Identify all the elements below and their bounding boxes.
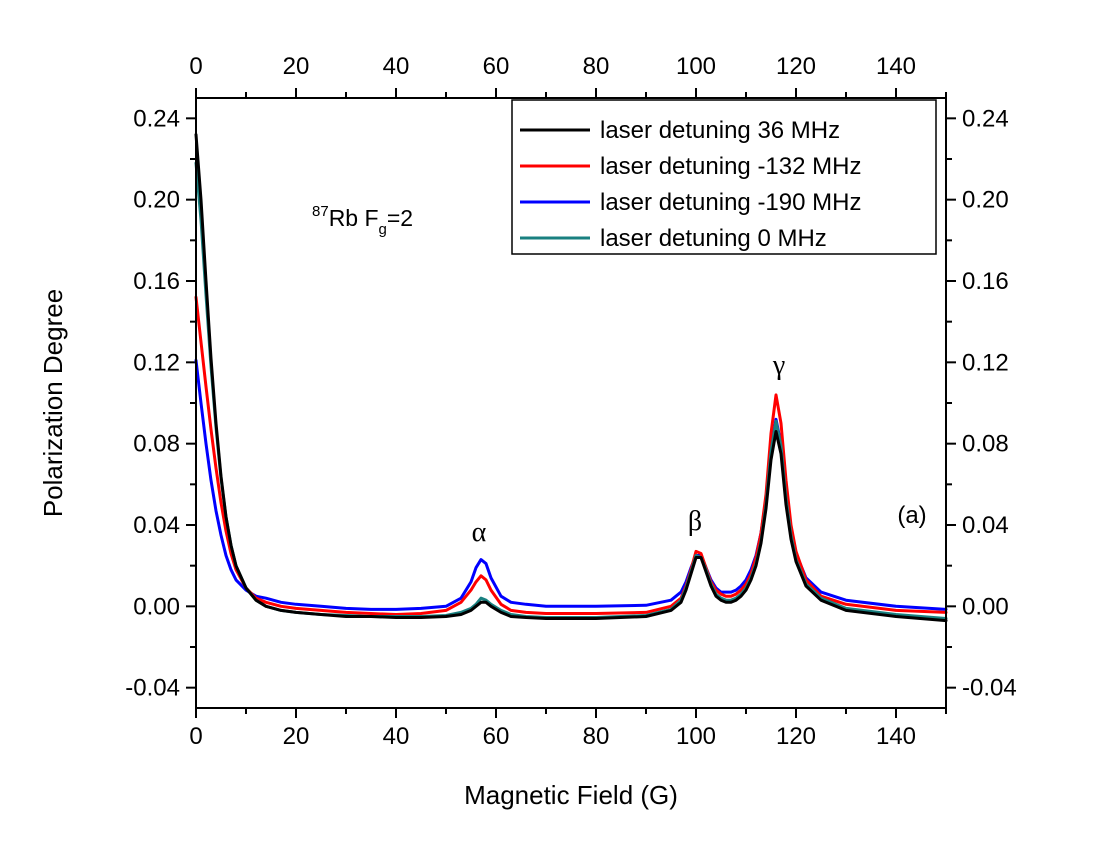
y-tick-label-left: -0.04: [125, 675, 180, 702]
y-tick-label-right: 0.20: [962, 187, 1009, 214]
x-tick-label-bottom: 140: [876, 723, 916, 750]
y-axis-title: Polarization Degree: [38, 289, 68, 517]
x-tick-label-top: 60: [483, 53, 510, 80]
legend-box: [511, 99, 937, 255]
y-tick-label-right: -0.04: [962, 675, 1017, 702]
y-tick-label-left: 0.08: [133, 431, 180, 458]
series-line-0: [194, 133, 948, 623]
panel-label: (a): [897, 502, 926, 529]
y-tick-label-left: 0.04: [133, 512, 180, 539]
x-tick-label-bottom: 0: [189, 723, 202, 750]
x-tick-label-top: 80: [583, 53, 610, 80]
legend-label-2: laser detuning -190 MHz: [600, 189, 861, 216]
x-tick-label-bottom: 40: [383, 723, 410, 750]
plot-frame: [195, 97, 947, 709]
y-tick-label-left: 0.16: [133, 268, 180, 295]
isotope-value: =2: [387, 205, 413, 231]
y-tick-label-left: 0.12: [133, 349, 180, 376]
beta-peak-label: β: [688, 506, 702, 537]
gamma-peak-label: γ: [772, 350, 785, 381]
x-tick-label-top: 120: [776, 53, 816, 80]
x-tick-label-top: 0: [189, 53, 202, 80]
y-tick-label-left: 0.00: [133, 593, 180, 620]
x-tick-label-top: 100: [676, 53, 716, 80]
x-tick-label-bottom: 60: [483, 723, 510, 750]
x-tick-label-bottom: 80: [583, 723, 610, 750]
isotope-symbol: Rb F: [329, 205, 379, 231]
x-tick-label-top: 40: [383, 53, 410, 80]
x-tick-label-top: 140: [876, 53, 916, 80]
x-tick-label-top: 20: [283, 53, 310, 80]
y-tick-label-right: 0.16: [962, 268, 1009, 295]
y-tick-label-left: 0.20: [133, 187, 180, 214]
y-tick-label-right: 0.08: [962, 431, 1009, 458]
x-axis-title: Magnetic Field (G): [464, 780, 678, 810]
series-lines: [194, 133, 948, 623]
legend-label-1: laser detuning -132 MHz: [600, 153, 861, 180]
x-tick-label-bottom: 20: [283, 723, 310, 750]
y-tick-label-right: 0.12: [962, 349, 1009, 376]
isotope-mass: 87: [312, 203, 329, 220]
axis-tick-labels: 0 0 20 20 40 40 60 60 80 80 100 100 120 120 140 140 -0.0…: [125, 53, 1016, 750]
y-tick-label-left: 0.24: [133, 105, 180, 132]
y-tick-label-right: 0.04: [962, 512, 1009, 539]
series-line-1: [194, 295, 948, 616]
legend: laser detuning 36 MHz laser detuning -132…: [511, 99, 937, 255]
legend-label-0: laser detuning 36 MHz: [600, 117, 840, 144]
y-tick-label-right: 0.00: [962, 593, 1009, 620]
x-tick-label-bottom: 120: [776, 723, 816, 750]
isotope-subscript: g: [379, 221, 387, 238]
x-tick-label-bottom: 100: [676, 723, 716, 750]
isotope-label: 87Rb Fg=2: [312, 203, 413, 238]
alpha-peak-label: α: [472, 517, 487, 548]
legend-label-3: laser detuning 0 MHz: [600, 225, 827, 252]
y-tick-label-right: 0.24: [962, 105, 1009, 132]
